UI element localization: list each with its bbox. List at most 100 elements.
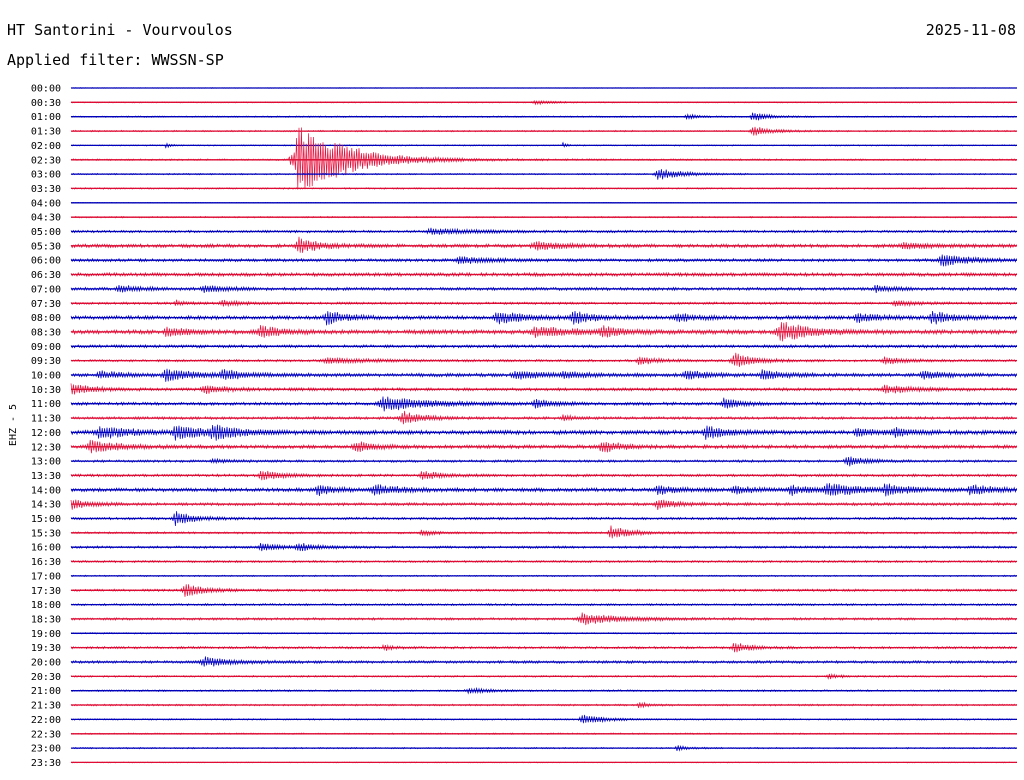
channel-label: EHZ - 5 xyxy=(8,404,19,446)
trace-2000 xyxy=(70,656,1017,667)
trace-0900 xyxy=(70,343,1017,349)
trace-1100 xyxy=(70,396,1017,412)
trace-0700 xyxy=(70,284,1017,294)
time-label: 02:30 xyxy=(31,155,61,166)
date-label: 2025-11-08 xyxy=(925,21,1016,39)
time-label: 05:00 xyxy=(31,227,61,238)
trace-1430 xyxy=(70,499,1017,511)
station-title: HT Santorini - Vourvoulos xyxy=(7,21,233,39)
time-label: 12:00 xyxy=(31,428,61,439)
trace-0630 xyxy=(70,271,1017,278)
trace-0030 xyxy=(70,99,1017,106)
trace-2200 xyxy=(70,714,1017,724)
trace-1730 xyxy=(70,584,1017,597)
trace-0100 xyxy=(70,112,1017,121)
time-label: 03:00 xyxy=(31,170,61,181)
time-label: 22:00 xyxy=(31,715,61,726)
time-label: 04:30 xyxy=(31,213,61,224)
time-label: 20:00 xyxy=(31,658,61,669)
time-label: 23:00 xyxy=(31,744,61,755)
time-label: 14:30 xyxy=(31,500,61,511)
trace-0330 xyxy=(70,187,1017,190)
time-label: 04:00 xyxy=(31,198,61,209)
trace-1000 xyxy=(70,368,1017,382)
trace-1630 xyxy=(70,559,1017,564)
time-label: 12:30 xyxy=(31,442,61,453)
trace-1530 xyxy=(70,525,1017,539)
trace-1230 xyxy=(70,439,1017,454)
time-label: 03:30 xyxy=(31,184,61,195)
time-label: 19:00 xyxy=(31,629,61,640)
trace-0500 xyxy=(70,227,1017,236)
trace-1830 xyxy=(70,612,1017,626)
trace-0230 xyxy=(70,127,1017,189)
time-label: 13:30 xyxy=(31,471,61,482)
time-label: 16:00 xyxy=(31,543,61,554)
time-label: 19:30 xyxy=(31,643,61,654)
trace-1330 xyxy=(70,470,1017,481)
time-label: 01:30 xyxy=(31,127,61,138)
trace-0830 xyxy=(70,321,1017,342)
trace-1600 xyxy=(70,542,1017,552)
filter-label: Applied filter: WWSSN-SP xyxy=(7,51,224,69)
trace-1130 xyxy=(70,410,1017,425)
time-label: 11:30 xyxy=(31,414,61,425)
time-label: 09:00 xyxy=(31,342,61,353)
time-label: 09:30 xyxy=(31,356,61,367)
trace-0200 xyxy=(70,141,1017,149)
time-label: 15:30 xyxy=(31,528,61,539)
time-label: 17:30 xyxy=(31,586,61,597)
trace-0530 xyxy=(70,236,1017,253)
time-label: 07:00 xyxy=(31,284,61,295)
time-label: 10:00 xyxy=(31,371,61,382)
trace-1800 xyxy=(70,602,1017,607)
time-label: 16:30 xyxy=(31,557,61,568)
time-label: 23:30 xyxy=(31,758,61,769)
time-label: 21:30 xyxy=(31,701,61,712)
trace-0000 xyxy=(70,87,1017,89)
time-label: 17:00 xyxy=(31,571,61,582)
trace-1200 xyxy=(70,424,1017,441)
time-label: 06:00 xyxy=(31,256,61,267)
seismic-traces xyxy=(70,87,1017,764)
trace-0430 xyxy=(70,215,1017,219)
time-label: 05:30 xyxy=(31,241,61,252)
trace-1030 xyxy=(70,383,1017,395)
time-label: 22:30 xyxy=(31,729,61,740)
time-labels: 00:00 00:30 01:00 01:30 02:00 02:30 03:00 03:30… xyxy=(31,84,61,769)
trace-0730 xyxy=(70,299,1017,308)
trace-0300 xyxy=(70,169,1017,180)
trace-2030 xyxy=(70,672,1017,680)
trace-2330 xyxy=(70,761,1017,764)
trace-1400 xyxy=(70,483,1017,497)
time-label: 10:30 xyxy=(31,385,61,396)
time-label: 07:30 xyxy=(31,299,61,310)
time-label: 14:00 xyxy=(31,485,61,496)
time-label: 00:30 xyxy=(31,98,61,109)
time-label: 08:30 xyxy=(31,327,61,338)
time-label: 20:30 xyxy=(31,672,61,683)
time-label: 00:00 xyxy=(31,84,61,95)
trace-1930 xyxy=(70,643,1017,653)
trace-0600 xyxy=(70,254,1017,267)
trace-0930 xyxy=(70,352,1017,367)
time-label: 08:00 xyxy=(31,313,61,324)
trace-0400 xyxy=(70,201,1017,204)
time-label: 21:00 xyxy=(31,686,61,697)
time-label: 18:00 xyxy=(31,600,61,611)
time-label: 01:00 xyxy=(31,112,61,123)
time-label: 18:30 xyxy=(31,614,61,625)
trace-1900 xyxy=(70,632,1017,635)
trace-1300 xyxy=(70,456,1017,467)
time-label: 11:00 xyxy=(31,399,61,410)
trace-0800 xyxy=(70,310,1017,326)
trace-1500 xyxy=(70,511,1017,527)
trace-2230 xyxy=(70,732,1017,736)
trace-2100 xyxy=(70,686,1017,695)
time-label: 06:30 xyxy=(31,270,61,281)
trace-2130 xyxy=(70,701,1017,709)
trace-0130 xyxy=(70,126,1017,136)
trace-2300 xyxy=(70,745,1017,752)
time-label: 15:00 xyxy=(31,514,61,525)
